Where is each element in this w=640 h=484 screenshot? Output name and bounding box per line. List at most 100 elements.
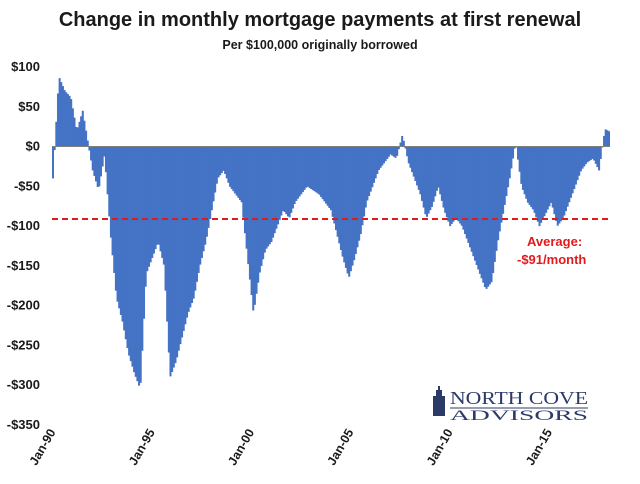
bar [139, 146, 142, 383]
bar [368, 146, 371, 197]
bar [229, 146, 232, 187]
bar [167, 146, 170, 353]
bar [531, 146, 534, 210]
bar [568, 146, 571, 203]
bar [343, 146, 346, 263]
bar [225, 146, 228, 179]
bar [58, 78, 61, 147]
bar [156, 146, 159, 245]
bar [407, 146, 410, 164]
bar [90, 146, 93, 161]
bar [349, 146, 352, 272]
bar [525, 146, 528, 199]
bar [497, 146, 500, 241]
bar [288, 146, 291, 218]
bar [149, 146, 152, 263]
bar [334, 146, 337, 231]
bar [503, 146, 506, 205]
bar [65, 92, 68, 147]
bar [68, 95, 71, 147]
bar [111, 146, 114, 256]
bar [488, 146, 491, 285]
bar [204, 146, 207, 245]
y-tick-label: $0 [26, 139, 40, 154]
bar [71, 108, 74, 147]
bar [358, 146, 361, 241]
bar [242, 146, 245, 218]
bar [351, 146, 354, 266]
y-axis: $100 $50 $0 -$50 -$100 -$150 -$200 -$250 -$300 -$… [7, 59, 40, 432]
bar [176, 146, 179, 358]
bar [93, 146, 96, 176]
bar [594, 146, 597, 164]
bar [371, 146, 374, 188]
bar [512, 146, 515, 159]
bar [364, 146, 367, 208]
chart-title: Change in monthly mortgage payments at f… [59, 9, 581, 31]
bar [265, 146, 268, 249]
bar [445, 146, 448, 218]
bar [608, 131, 611, 147]
bar [113, 146, 116, 273]
y-tick-label: -$200 [7, 298, 40, 313]
bar [191, 146, 194, 304]
bar [88, 146, 91, 151]
bar [558, 146, 561, 224]
bar [63, 90, 66, 147]
bar [439, 146, 442, 195]
bar [238, 146, 241, 201]
bar [457, 146, 460, 222]
bar [210, 146, 213, 211]
bar [450, 146, 453, 224]
bar [207, 146, 210, 228]
bar [422, 146, 425, 208]
bar [133, 146, 136, 373]
bar [435, 146, 438, 191]
bar [583, 146, 586, 167]
bar [373, 146, 376, 183]
bar [483, 146, 486, 288]
bar [412, 146, 415, 177]
bar [66, 94, 69, 147]
bar [401, 135, 404, 147]
bar [305, 146, 308, 188]
bar [505, 146, 508, 197]
bar [589, 146, 592, 161]
bar [55, 121, 58, 147]
bar [581, 146, 584, 169]
bar [354, 146, 357, 254]
bar [118, 146, 121, 309]
bar [174, 146, 177, 364]
bar [536, 146, 539, 222]
bar [535, 146, 538, 218]
y-tick-label: -$50 [14, 178, 40, 193]
bar [569, 146, 572, 198]
bar [510, 146, 513, 169]
bar [599, 146, 602, 159]
bar [323, 146, 326, 202]
bar [310, 146, 313, 189]
bar [421, 146, 424, 201]
bar [230, 146, 233, 189]
x-tick-label: Jan-95 [126, 426, 158, 467]
bar [369, 146, 372, 192]
bar [459, 146, 462, 224]
bar [498, 146, 501, 232]
bar [272, 146, 275, 238]
bar [146, 146, 149, 272]
bar [53, 146, 56, 151]
bar [470, 146, 473, 252]
bar [234, 146, 237, 194]
bar [353, 146, 356, 261]
bar [308, 146, 311, 188]
bar [141, 146, 144, 351]
bar [560, 146, 563, 222]
bar [381, 146, 384, 166]
bar [363, 146, 366, 217]
bar [290, 146, 293, 213]
bar [442, 146, 445, 208]
bar [571, 146, 574, 194]
logo-name: NORTH COVE [450, 388, 588, 408]
bar [606, 130, 609, 147]
